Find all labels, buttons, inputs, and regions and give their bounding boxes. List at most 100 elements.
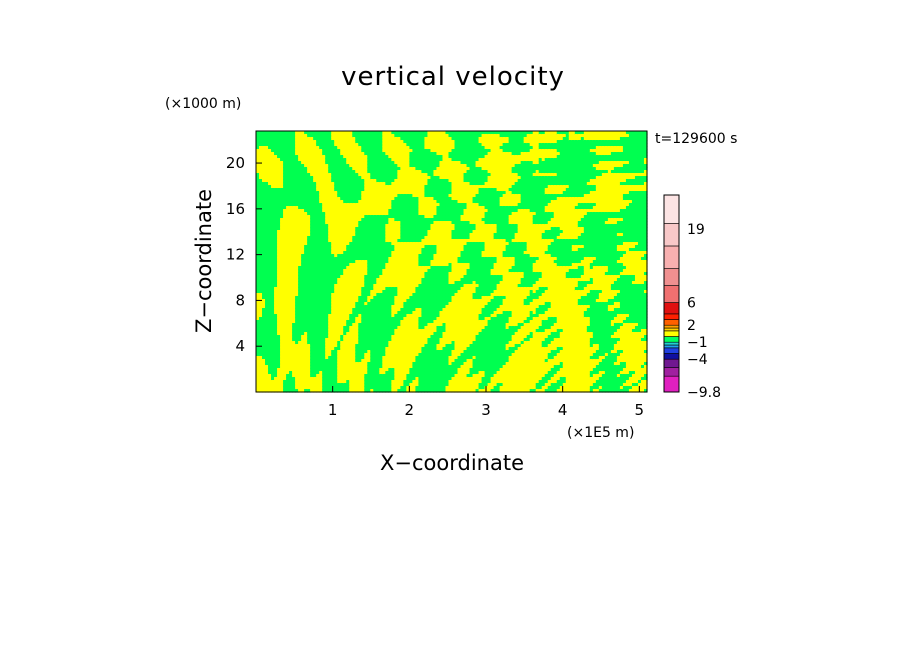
- field-cell: [262, 194, 266, 198]
- field-cell: [289, 308, 293, 312]
- field-cell: [358, 347, 362, 351]
- field-cell: [295, 374, 299, 378]
- field-cell: [328, 386, 332, 390]
- field-cell: [331, 182, 335, 186]
- field-cell: [388, 239, 392, 243]
- field-cell: [340, 329, 344, 333]
- field-cell: [355, 146, 359, 150]
- field-cell: [343, 245, 347, 249]
- field-cell: [331, 281, 335, 285]
- field-cell: [310, 215, 314, 219]
- field-cell: [274, 386, 278, 390]
- field-cell: [277, 362, 281, 366]
- field-cell: [265, 188, 269, 192]
- field-cell: [286, 224, 290, 228]
- field-cell: [298, 287, 302, 291]
- field-cell: [370, 131, 374, 135]
- field-cell: [307, 302, 311, 306]
- field-cell: [277, 206, 281, 210]
- field-cell: [256, 137, 260, 141]
- field-cell: [298, 275, 302, 279]
- field-cell: [349, 173, 353, 177]
- field-cell: [367, 350, 371, 354]
- field-cell: [385, 257, 389, 261]
- field-cell: [283, 155, 287, 159]
- field-cell: [325, 218, 329, 222]
- field-cell: [361, 299, 365, 303]
- field-cell: [340, 350, 344, 354]
- field-cell: [301, 203, 305, 207]
- field-cell: [271, 134, 275, 138]
- field-cell: [367, 146, 371, 150]
- field-cell: [271, 296, 275, 300]
- field-cell: [262, 134, 266, 138]
- field-cell: [328, 266, 332, 270]
- field-cell: [349, 230, 353, 234]
- field-cell: [403, 179, 407, 183]
- field-cell: [337, 305, 341, 309]
- field-cell: [295, 383, 299, 387]
- field-cell: [376, 380, 380, 384]
- field-cell: [343, 317, 347, 321]
- field-cell: [406, 374, 410, 378]
- field-cell: [340, 173, 344, 177]
- field-cell: [256, 206, 260, 210]
- field-cell: [256, 281, 260, 285]
- field-cell: [262, 380, 266, 384]
- field-cell: [373, 239, 377, 243]
- field-cell: [400, 185, 404, 189]
- field-cell: [379, 206, 383, 210]
- field-cell: [259, 266, 263, 270]
- field-cell: [301, 140, 305, 144]
- field-cell: [400, 161, 404, 165]
- field-cell: [316, 356, 320, 360]
- field-cell: [358, 146, 362, 150]
- field-cell: [265, 317, 269, 321]
- field-cell: [349, 347, 353, 351]
- field-cell: [307, 155, 311, 159]
- field-cell: [319, 281, 323, 285]
- field-cell: [385, 320, 389, 324]
- field-cell: [322, 221, 326, 225]
- field-cell: [349, 239, 353, 243]
- field-cell: [403, 239, 407, 243]
- field-cell: [337, 344, 341, 348]
- field-cell: [334, 203, 338, 207]
- field-cell: [271, 272, 275, 276]
- field-cell: [400, 176, 404, 180]
- field-cell: [328, 164, 332, 168]
- field-cell: [358, 335, 362, 339]
- field-cell: [262, 284, 266, 288]
- field-cell: [352, 368, 356, 372]
- field-cell: [316, 149, 320, 153]
- field-cell: [388, 347, 392, 351]
- field-cell: [406, 311, 410, 315]
- field-cell: [316, 188, 320, 192]
- field-cell: [352, 320, 356, 324]
- field-cell: [331, 278, 335, 282]
- field-cell: [355, 173, 359, 177]
- field-cell: [256, 314, 260, 318]
- field-cell: [307, 332, 311, 336]
- field-cell: [397, 254, 401, 258]
- field-cell: [277, 212, 281, 216]
- field-cell: [256, 350, 260, 354]
- field-cell: [286, 257, 290, 261]
- field-cell: [283, 212, 287, 216]
- field-cell: [298, 239, 302, 243]
- field-cell: [412, 293, 417, 297]
- field-cell: [391, 170, 395, 174]
- field-cell: [313, 236, 317, 240]
- field-cell: [361, 239, 365, 243]
- field-cell: [307, 368, 311, 372]
- field-cell: [340, 257, 344, 261]
- field-cell: [406, 365, 410, 369]
- field-cell: [385, 149, 389, 153]
- field-cell: [283, 161, 287, 165]
- field-cell: [274, 353, 278, 357]
- field-cell: [292, 380, 296, 384]
- field-cell: [400, 347, 404, 351]
- field-cell: [385, 167, 389, 171]
- field-cell: [406, 386, 410, 390]
- field-cell: [298, 281, 302, 285]
